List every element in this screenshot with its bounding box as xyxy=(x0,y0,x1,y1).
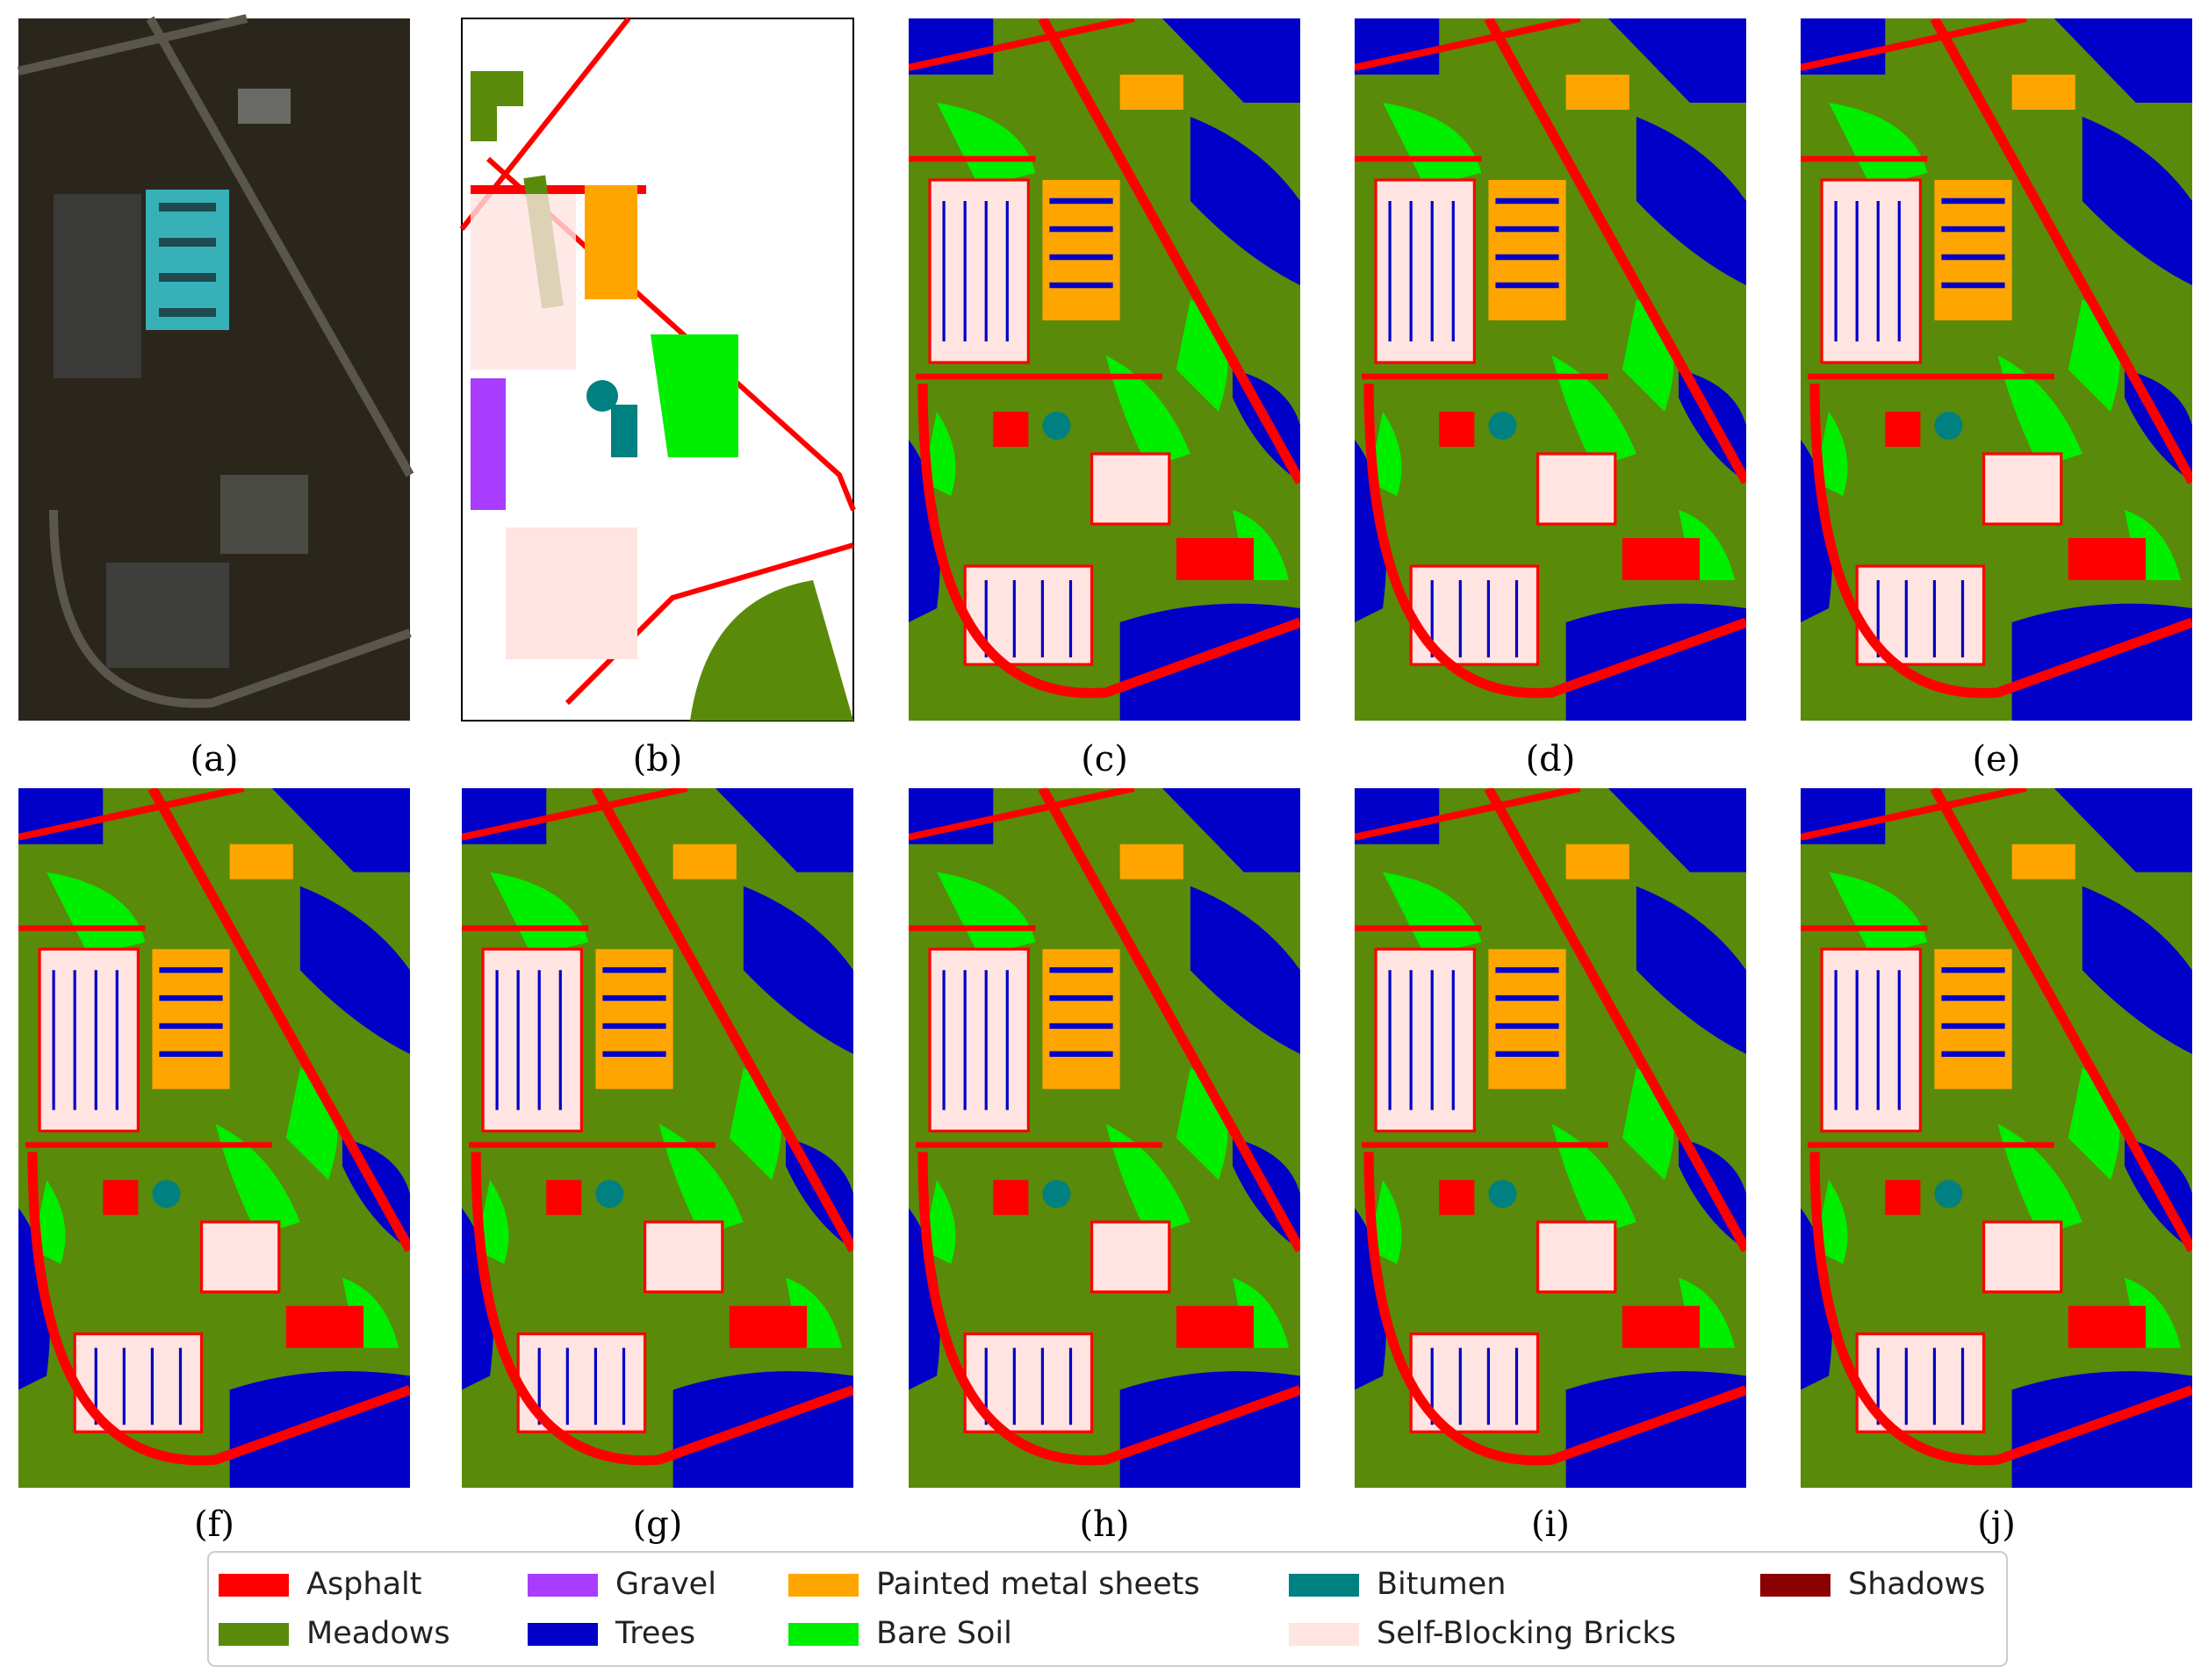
legend-swatch xyxy=(528,1574,598,1597)
legend-label: Painted metal sheets xyxy=(876,1567,1200,1602)
panel-label: (c) xyxy=(1081,739,1128,779)
classification-map xyxy=(1801,788,2192,1488)
panel-label: (a) xyxy=(190,739,238,779)
legend-label: Bitumen xyxy=(1377,1567,1506,1602)
classification-map xyxy=(462,788,853,1488)
classification-map xyxy=(1355,788,1746,1488)
legend-box xyxy=(207,1551,2008,1667)
panel-label: (h) xyxy=(1080,1504,1130,1545)
legend-swatch xyxy=(1760,1574,1830,1597)
legend-label: Shadows xyxy=(1848,1567,1985,1602)
panel-label: (f) xyxy=(194,1504,234,1545)
legend-swatch xyxy=(528,1623,598,1646)
legend-swatch xyxy=(788,1574,859,1597)
aerial-image xyxy=(17,14,414,721)
classification-map xyxy=(1355,18,1746,721)
legend-label: Asphalt xyxy=(306,1567,421,1602)
map-panels xyxy=(17,14,2192,1488)
classification-map xyxy=(909,788,1300,1488)
panel-label: (e) xyxy=(1973,739,2021,779)
classification-map xyxy=(18,788,410,1488)
legend-label: Bare Soil xyxy=(876,1616,1012,1651)
legend-swatch xyxy=(219,1574,289,1597)
panel-label: (j) xyxy=(1977,1504,2016,1545)
legend-swatch xyxy=(219,1623,289,1646)
legend-swatch xyxy=(788,1623,859,1646)
legend-label: Trees xyxy=(615,1616,695,1651)
legend-swatch xyxy=(1289,1574,1359,1597)
panel-label: (i) xyxy=(1531,1504,1570,1545)
panel-label: (g) xyxy=(633,1504,683,1545)
classification-map xyxy=(1801,18,2192,721)
legend-label: Gravel xyxy=(615,1567,716,1602)
legend-label: Meadows xyxy=(306,1616,450,1651)
ground-truth xyxy=(459,17,856,722)
classification-map xyxy=(909,18,1300,721)
legend-swatch xyxy=(1289,1623,1359,1646)
legend-label: Self-Blocking Bricks xyxy=(1377,1616,1676,1651)
panel-label: (d) xyxy=(1526,739,1576,779)
panel-label: (b) xyxy=(633,739,683,779)
